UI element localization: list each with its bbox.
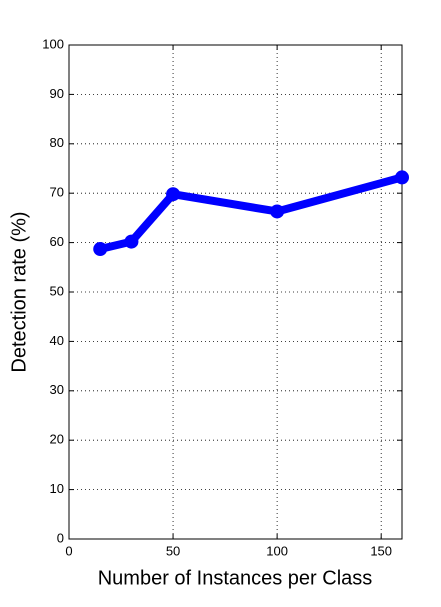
y-tick-label: 10 [50,481,64,496]
y-tick-label: 0 [57,530,64,545]
y-tick-label: 30 [50,382,64,397]
y-tick-label: 60 [50,234,64,249]
y-tick-label: 20 [50,432,64,447]
plot-frame [68,44,403,540]
x-axis-label: Number of Instances per Class [98,567,373,589]
y-tick-label: 100 [42,36,64,51]
point [395,170,409,185]
x-tick-label: 0 [65,543,72,558]
y-axis-label: Detection rate (%) [8,211,30,372]
y-tick-label: 90 [50,86,64,101]
point [270,204,285,219]
line [99,173,404,253]
x-tick-label: 50 [166,543,180,558]
y-tick-label: 50 [50,283,64,298]
point [124,234,139,249]
y-tick-label: 70 [50,185,64,200]
point [166,187,181,202]
x-tick-label: 100 [266,543,288,558]
x-tick-label: 150 [370,543,392,558]
y-tick-label: 40 [50,333,64,348]
y-tick-label: 80 [50,135,64,150]
point [93,242,108,257]
